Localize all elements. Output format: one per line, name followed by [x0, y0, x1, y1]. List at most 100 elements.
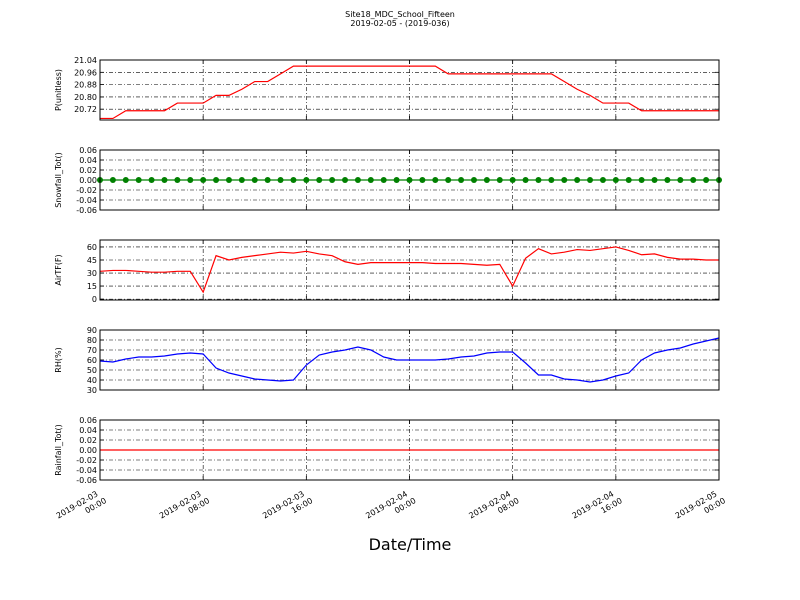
y-tick-label: -0.04 [76, 466, 97, 475]
data-point [599, 177, 606, 183]
data-point [264, 177, 271, 183]
data-point [393, 177, 400, 183]
data-point [638, 177, 645, 183]
data-point [342, 177, 349, 183]
data-point [277, 177, 284, 183]
y-axis-label: Rainfall_Tot() [54, 424, 63, 476]
y-tick-label: 20.96 [74, 68, 97, 77]
data-point [135, 177, 142, 183]
y-axis-label: AirTF(F) [54, 254, 63, 285]
x-tick-label: 2019-02-04 00:00 [364, 487, 417, 529]
x-tick-label: 2019-02-03 16:00 [261, 487, 314, 529]
y-tick-label: -0.02 [76, 456, 97, 465]
plot-frame [99, 329, 720, 391]
data-point [574, 177, 581, 183]
plot-frame [99, 419, 720, 481]
data-point [122, 177, 129, 183]
data-point [548, 177, 555, 183]
data-point [213, 177, 220, 183]
y-tick-label: 60 [87, 356, 97, 365]
y-tick-label: 0.04 [79, 156, 97, 165]
y-tick-label: 0.06 [79, 416, 97, 425]
data-point [432, 177, 439, 183]
data-point [225, 177, 232, 183]
data-point [109, 177, 116, 183]
y-tick-label: 40 [87, 376, 97, 385]
y-tick-label: 70 [87, 346, 97, 355]
y-tick-label: 0.02 [79, 166, 97, 175]
y-tick-label: 0.04 [79, 426, 97, 435]
y-tick-label: 30 [87, 386, 97, 395]
data-point [419, 177, 426, 183]
y-tick-label: 30 [87, 269, 97, 278]
y-tick-label: 45 [87, 256, 97, 265]
y-tick-label: 0.06 [79, 146, 97, 155]
y-tick-label: 20.80 [74, 93, 97, 102]
y-tick-label: 0 [92, 295, 97, 304]
x-axis-label: Date/Time [369, 535, 452, 554]
y-tick-label: 0.00 [79, 446, 97, 455]
data-point [329, 177, 336, 183]
data-point [290, 177, 297, 183]
y-tick-label: -0.06 [76, 206, 97, 215]
x-tick-label: 2019-02-03 00:00 [55, 487, 108, 529]
data-point [303, 177, 310, 183]
y-tick-label: 0.02 [79, 436, 97, 445]
x-tick-label: 2019-02-04 16:00 [571, 487, 624, 529]
y-tick-label: -0.06 [76, 476, 97, 485]
data-point [651, 177, 658, 183]
data-point [187, 177, 194, 183]
y-tick-label: 60 [87, 243, 97, 252]
data-point [380, 177, 387, 183]
data-point [445, 177, 452, 183]
data-point [522, 177, 529, 183]
data-line [100, 65, 719, 120]
data-point [561, 177, 568, 183]
data-point [612, 177, 619, 183]
data-point [483, 177, 490, 183]
data-point [496, 177, 503, 183]
y-tick-label: 20.72 [74, 105, 97, 114]
data-point [251, 177, 258, 183]
x-tick-label: 2019-02-04 08:00 [467, 487, 520, 529]
data-point [406, 177, 413, 183]
x-tick-label: 2019-02-05 00:00 [674, 487, 727, 529]
data-line [99, 337, 720, 383]
data-point [690, 177, 697, 183]
data-point [587, 177, 594, 183]
y-tick-label: 50 [87, 366, 97, 375]
data-point [535, 177, 542, 183]
data-point [367, 177, 374, 183]
data-point [458, 177, 465, 183]
data-point [625, 177, 632, 183]
y-tick-label: 15 [87, 282, 97, 291]
y-tick-label: 20.88 [74, 81, 97, 90]
data-point [677, 177, 684, 183]
plot-frame [99, 239, 720, 301]
data-point [161, 177, 168, 183]
y-tick-label: -0.04 [76, 196, 97, 205]
y-tick-label: -0.02 [76, 186, 97, 195]
data-point [703, 177, 710, 183]
data-point [238, 177, 245, 183]
plot-frame [99, 149, 720, 211]
data-point [509, 177, 516, 183]
data-point [664, 177, 671, 183]
y-tick-label: 80 [87, 336, 97, 345]
data-line [99, 246, 719, 294]
data-point [470, 177, 477, 183]
y-tick-label: 0.00 [79, 176, 97, 185]
data-point [148, 177, 155, 183]
y-axis-label: Snowfall_Tot() [54, 152, 63, 208]
x-tick-label: 2019-02-03 08:00 [158, 487, 211, 529]
y-tick-label: 90 [87, 326, 97, 335]
data-point [200, 177, 207, 183]
data-point [174, 177, 181, 183]
y-tick-label: 21.04 [74, 56, 97, 65]
data-point [316, 177, 323, 183]
data-point [354, 177, 361, 183]
y-axis-label: P(unitless) [54, 69, 63, 111]
plot-frame [99, 59, 720, 121]
chart-title: Site18_MDC_School_Fifteen [345, 10, 455, 19]
